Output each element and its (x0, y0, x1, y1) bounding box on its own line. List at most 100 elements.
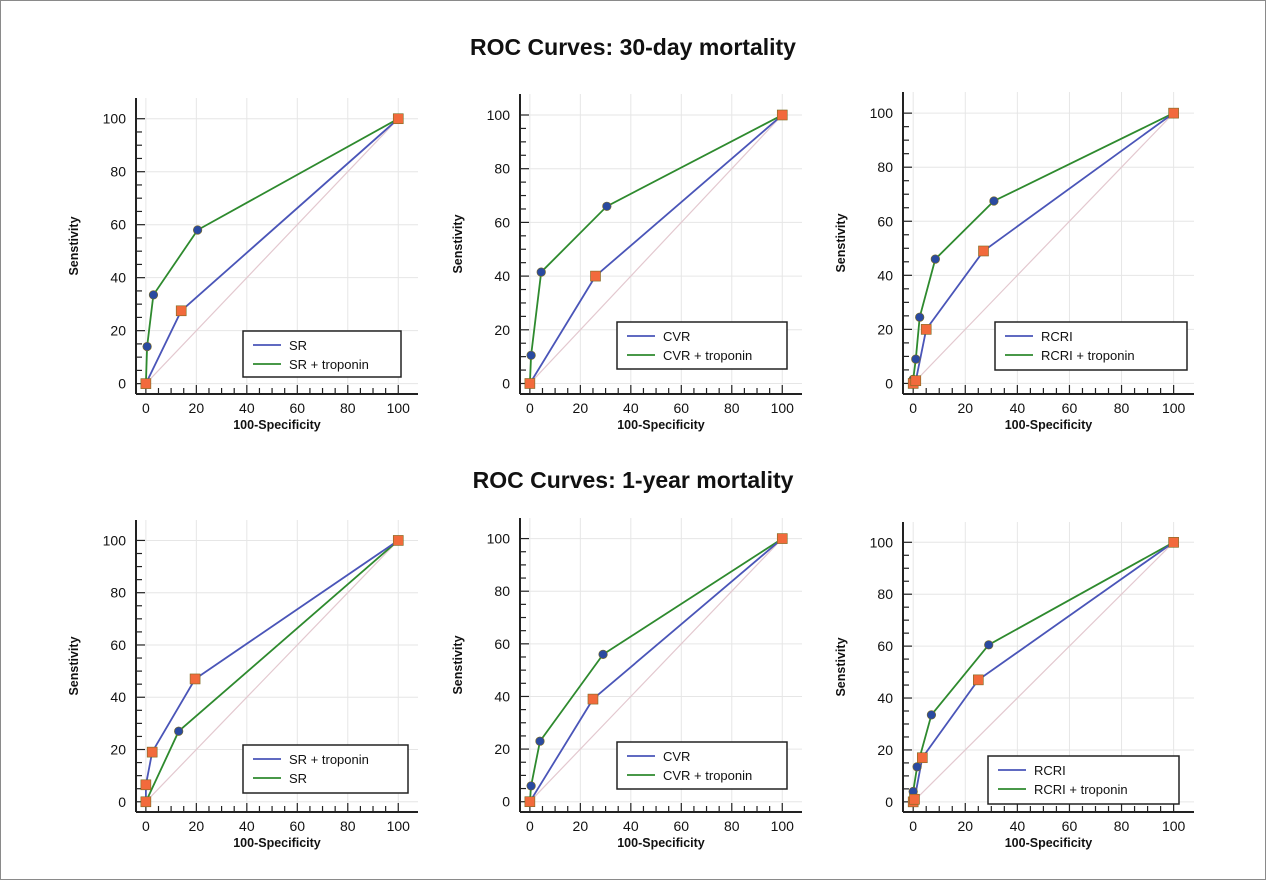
x-tick-label: 100 (771, 818, 795, 834)
legend-entry: SR + troponin (289, 752, 369, 767)
x-axis-label: 100-Specificity (1005, 418, 1093, 432)
y-tick-label: 40 (494, 688, 510, 704)
data-point-circle (526, 781, 536, 791)
x-tick-label: 60 (290, 818, 306, 834)
diagonal-reference-line (145, 118, 399, 385)
data-point-square (910, 375, 922, 387)
y-tick-label: 20 (494, 741, 510, 757)
x-tick-label: 20 (573, 818, 589, 834)
y-tick-label: 60 (494, 636, 510, 652)
x-tick-label: 80 (340, 400, 356, 416)
data-point-circle (598, 649, 608, 659)
data-point-square (140, 779, 152, 791)
x-tick-label: 0 (526, 818, 534, 834)
data-point-circle (926, 710, 937, 720)
x-tick-label: 0 (526, 400, 534, 416)
legend-entry: SR (289, 338, 307, 353)
legend-entry: SR (289, 771, 307, 786)
legend-entry: RCRI + troponin (1041, 348, 1135, 363)
x-tick-label: 0 (909, 818, 917, 834)
y-axis-label: Senstivity (67, 636, 81, 695)
data-point-square (909, 793, 920, 805)
data-point-square (590, 270, 601, 282)
x-tick-label: 100 (387, 818, 411, 834)
y-tick-label: 100 (870, 105, 894, 121)
x-tick-label: 60 (1062, 400, 1078, 416)
legend: CVR CVR + troponin (616, 321, 788, 370)
data-point-square (392, 535, 404, 546)
x-tick-label: 80 (340, 818, 356, 834)
x-tick-label: 0 (142, 400, 150, 416)
legend: RCRI RCRI + troponin (987, 755, 1180, 805)
data-point-circle (930, 254, 940, 264)
data-point-circle (535, 736, 545, 746)
y-tick-label: 80 (494, 161, 510, 177)
y-tick-label: 100 (103, 111, 127, 127)
y-tick-label: 80 (110, 585, 126, 601)
x-axis-label: 100-Specificity (617, 836, 705, 850)
y-tick-label: 60 (110, 217, 126, 233)
data-point-square (972, 674, 984, 686)
x-tick-label: 80 (1114, 818, 1130, 834)
y-tick-label: 60 (877, 638, 893, 654)
x-tick-label: 0 (909, 400, 917, 416)
legend-box (242, 330, 402, 378)
x-tick-label: 40 (1010, 818, 1026, 834)
data-point-square (917, 752, 928, 764)
section-title-1-year: ROC Curves: 1-year mortality (472, 467, 794, 493)
y-axis-label: Senstivity (834, 213, 848, 272)
y-tick-label: 100 (487, 531, 511, 547)
y-tick-label: 100 (870, 534, 894, 550)
x-tick-label: 20 (573, 400, 589, 416)
x-tick-label: 40 (239, 400, 255, 416)
data-point-square (1168, 107, 1179, 119)
data-point-square (1168, 536, 1179, 548)
x-axis-label: 100-Specificity (1005, 836, 1093, 850)
data-point-circle (536, 267, 546, 277)
data-point-square (175, 305, 187, 317)
x-tick-label: 20 (189, 400, 205, 416)
data-point-square (978, 245, 989, 257)
roc-chart-4: 0 20 40 60 80 100 0 20 40 60 80 100 100-Specificity S… (67, 520, 418, 850)
x-tick-label: 20 (957, 818, 973, 834)
grid-lines (136, 520, 418, 812)
y-tick-label: 20 (877, 742, 893, 758)
data-point-square (524, 378, 536, 389)
legend-entry: RCRI + troponin (1034, 782, 1128, 797)
legend-entry: CVR + troponin (663, 768, 752, 783)
diagonal-reference-line (529, 538, 783, 803)
legend: CVR CVR + troponin (616, 741, 788, 790)
x-tick-label: 100 (387, 400, 411, 416)
x-tick-label: 60 (674, 818, 690, 834)
y-tick-label: 20 (877, 321, 893, 337)
y-axis-label: Senstivity (834, 637, 848, 696)
y-tick-label: 0 (885, 794, 893, 810)
x-tick-label: 80 (1114, 400, 1130, 416)
data-point-square (189, 673, 201, 685)
x-axis-label: 100-Specificity (233, 418, 321, 432)
y-tick-label: 80 (877, 159, 893, 175)
y-tick-label: 0 (118, 794, 126, 810)
data-point-circle (989, 196, 999, 206)
y-tick-label: 80 (110, 164, 126, 180)
data-point-circle (193, 225, 203, 235)
diagonal-reference-line (529, 114, 783, 384)
y-tick-label: 40 (110, 270, 126, 286)
roc-chart-5: 0 20 40 60 80 100 0 20 40 60 80 100 100-Specificity S… (451, 518, 802, 850)
data-point-circle (984, 640, 994, 650)
x-tick-label: 100 (771, 400, 795, 416)
y-tick-label: 20 (110, 323, 126, 339)
x-tick-label: 20 (189, 818, 205, 834)
data-point-circle (142, 341, 152, 352)
legend-entry: CVR (663, 749, 690, 764)
data-point-square (776, 109, 788, 121)
data-point-circle (148, 290, 159, 300)
x-tick-label: 40 (239, 818, 255, 834)
y-tick-label: 0 (502, 376, 510, 392)
x-tick-label: 100 (1162, 818, 1186, 834)
y-tick-label: 100 (103, 532, 127, 548)
data-point-square (920, 324, 932, 335)
x-axis-label: 100-Specificity (233, 836, 321, 850)
legend-box (242, 744, 409, 794)
data-point-square (587, 693, 599, 705)
